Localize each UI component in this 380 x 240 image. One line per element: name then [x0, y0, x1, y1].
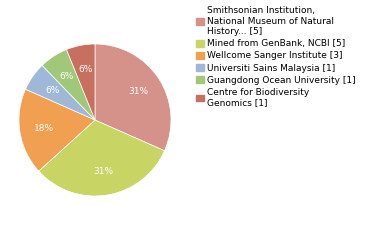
- Text: 31%: 31%: [128, 87, 148, 96]
- Text: 31%: 31%: [93, 167, 113, 175]
- Wedge shape: [25, 66, 95, 120]
- Text: 18%: 18%: [34, 124, 54, 133]
- Wedge shape: [39, 120, 165, 196]
- Legend: Smithsonian Institution,
National Museum of Natural
History... [5], Mined from G: Smithsonian Institution, National Museum…: [195, 5, 358, 109]
- Text: 6%: 6%: [60, 72, 74, 81]
- Wedge shape: [66, 44, 95, 120]
- Wedge shape: [95, 44, 171, 151]
- Text: 6%: 6%: [46, 86, 60, 95]
- Wedge shape: [42, 49, 95, 120]
- Text: 6%: 6%: [78, 65, 92, 74]
- Wedge shape: [19, 89, 95, 171]
